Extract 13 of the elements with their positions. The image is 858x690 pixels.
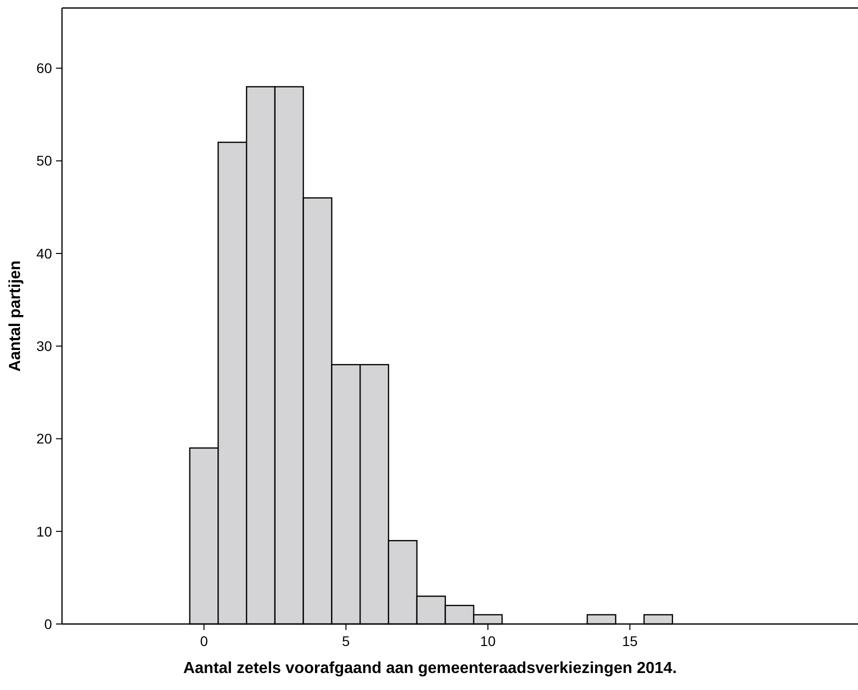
y-tick-label: 60 (36, 60, 52, 76)
x-axis-title: Aantal zetels voorafgaand aan gemeenteraadsverkiezingen 2014. (183, 660, 677, 677)
x-tick-label: 15 (622, 633, 638, 649)
x-tick-label: 0 (200, 633, 208, 649)
y-tick-label: 20 (36, 430, 52, 447)
y-tick-label: 40 (36, 245, 52, 262)
x-tick-label: 10 (480, 633, 496, 649)
y-tick-label: 0 (44, 616, 52, 632)
y-tick-label: 10 (36, 523, 52, 540)
y-axis-title: Aantal partijen (7, 260, 24, 372)
y-tick-label: 50 (36, 152, 52, 169)
y-tick-label: 30 (36, 338, 52, 354)
x-tick-label: 5 (342, 633, 350, 649)
